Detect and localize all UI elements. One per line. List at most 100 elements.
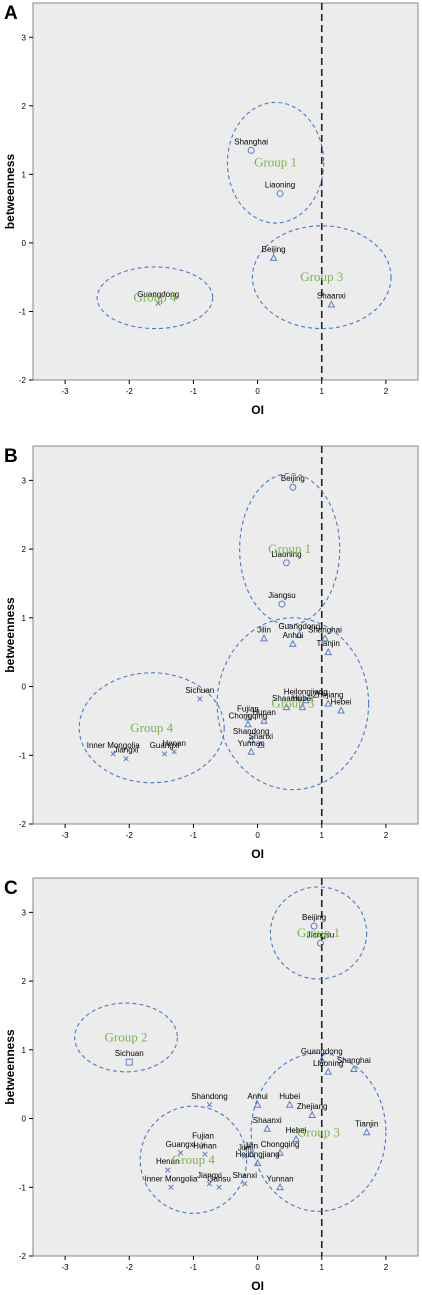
chart-b-point-hebei-label: Hebei <box>331 698 352 707</box>
chart-b-point-beijing <box>289 483 297 491</box>
chart-b-y-axis-title: betweenness <box>3 597 17 673</box>
chart-b-point-henan <box>171 749 177 755</box>
chart-a-ytick-label: -1 <box>19 307 27 316</box>
chart-c-point-anhui <box>253 1100 262 1108</box>
chart-b-group-4-label: Group 4 <box>130 720 173 735</box>
chart-c-point-tianjin-label: Tianjin <box>355 1119 378 1128</box>
chart-c-group-1-ellipse <box>269 886 368 980</box>
chart-a-group-4-ellipse <box>96 266 214 330</box>
chart-c-ytick-label: 3 <box>22 908 27 917</box>
chart-a-point-beijing <box>269 253 278 261</box>
chart-a-group-4-label: Group 4 <box>133 290 176 305</box>
chart-b-point-guangdong <box>295 630 304 638</box>
chart-a-group-3-ellipse <box>251 225 392 330</box>
chart-c-point-hunan-label: Hunan <box>193 1141 217 1150</box>
chart-c-ytick-label: -1 <box>19 1183 27 1192</box>
chart-b-group-3-label: Group 3 <box>271 696 314 711</box>
chart-c-point-henan-label: Henan <box>156 1157 180 1166</box>
chart-a-ytick-label: 3 <box>22 33 27 42</box>
chart-a-ytick-label: 2 <box>22 102 27 111</box>
chart-c-ytick-label: 1 <box>22 1046 27 1055</box>
chart-a-point-shanghai-label: Shanghai <box>234 137 268 146</box>
chart-c-point-inner-mongolia <box>168 1184 174 1190</box>
chart-c-point-fujian-label: Fujian <box>192 1132 214 1141</box>
chart-c-point-hebei-label: Hebei <box>286 1126 307 1135</box>
chart-a-point-guangdong-label: Guangdong <box>137 290 179 299</box>
chart-c-point-sichuan <box>125 1058 133 1066</box>
chart-b-ytick-label: 3 <box>22 476 27 485</box>
chart-c-point-hebei <box>292 1134 300 1143</box>
chart-c-point-shanxi <box>242 1181 248 1187</box>
chart-c-point-chongqing-label: Chongqing <box>261 1140 300 1149</box>
chart-b-xtick-label: -3 <box>62 831 70 840</box>
chart-b-x-axis-title: OI <box>251 847 264 861</box>
chart-b-point-chongqing <box>244 720 252 728</box>
scatter-chart-b: B -2 -1 0 1 2 3 -3 -2 -1 0 1 2 OI betweenness Beijing Li… <box>3 445 419 861</box>
chart-c-xtick-label: 0 <box>255 1263 260 1272</box>
chart-c-point-jiangsu-label: Jiangsu <box>307 930 335 939</box>
chart-c-point-beijing-label: Beijing <box>302 913 326 922</box>
chart-b-point-tianjin-label: Tianjin <box>317 639 340 648</box>
chart-c-point-jilin <box>247 1150 256 1158</box>
chart-b-point-shaanxi-label: Shaanxi <box>272 694 301 703</box>
chart-b-point-tianjin <box>324 647 333 656</box>
chart-b-point-guangxi <box>161 751 168 757</box>
chart-c-point-inner-mongolia-label: Inner Mongolia <box>144 1174 197 1183</box>
chart-c-group-2-label: Group 2 <box>105 1029 148 1044</box>
chart-b-point-liaoning-label: Liaoning <box>271 550 301 559</box>
chart-c-point-yunnan <box>276 1183 284 1191</box>
chart-c-point-heilongjiang <box>253 1158 262 1167</box>
chart-c-point-jiangsu <box>316 939 324 947</box>
chart-b-group-1-ellipse <box>239 472 341 626</box>
chart-b-xtick-label: 2 <box>384 831 389 840</box>
chart-b-ytick-label: -1 <box>19 751 27 760</box>
chart-b-point-jilin-label: Jilin <box>257 625 271 634</box>
chart-a-point-liaoning <box>276 190 284 198</box>
chart-b-xtick-label: -1 <box>190 831 198 840</box>
chart-b-point-anhui <box>289 639 297 647</box>
chart-c-xtick-label: 1 <box>320 1263 325 1272</box>
chart-c-point-hubei-label: Hubei <box>279 1092 300 1101</box>
chart-b-xtick-label: -2 <box>126 831 134 840</box>
chart-c-xtick-label: 2 <box>384 1263 389 1272</box>
chart-b-point-inner-mongolia-label: Inner Mongolia <box>87 741 140 750</box>
chart-c-point-guangdong <box>317 1055 326 1064</box>
chart-b-point-hubei-label: Hubei <box>292 694 313 703</box>
chart-c-point-hubei <box>285 1100 294 1108</box>
chart-b-point-guangxi-label: Guangxi <box>150 741 180 750</box>
chart-b-point-shaanxi <box>282 702 291 711</box>
chart-c-point-shanghai <box>349 1064 358 1072</box>
chart-c-point-zhejiang <box>308 1110 316 1119</box>
chart-c-group-1-label: Group 1 <box>297 925 340 940</box>
chart-b-point-yunnan <box>247 747 256 755</box>
chart-c-point-anhui-label: Anhui <box>247 1092 268 1101</box>
chart-b-point-liaoning <box>282 559 290 567</box>
chart-c-point-jilin-label: Jilin <box>238 1143 252 1152</box>
chart-c-point-shanxi-label: Shanxi <box>233 1171 258 1180</box>
chart-b-xtick-label: 1 <box>320 831 325 840</box>
chart-b-point-hunan <box>260 716 268 724</box>
chart-c-point-tianjin <box>362 1128 371 1136</box>
chart-a-point-guangdong <box>155 300 161 306</box>
chart-c-y-axis-title: betweenness <box>3 1029 17 1105</box>
chart-a-ytick-label: -2 <box>19 376 27 385</box>
chart-b-group-4-ellipse <box>78 672 225 784</box>
chart-b-point-shanghai <box>321 634 329 642</box>
chart-a-point-liaoning-label: Liaoning <box>265 181 295 190</box>
chart-b-point-sichuan <box>197 696 203 702</box>
chart-c-point-beijing <box>310 922 318 930</box>
chart-c-ytick-label: -2 <box>19 1252 27 1261</box>
chart-b-ytick-label: 0 <box>22 683 27 692</box>
chart-a-plot-area <box>32 2 419 381</box>
chart-b-point-jiangxi <box>123 756 129 762</box>
chart-a-xtick-label: 2 <box>384 387 389 396</box>
chart-b-point-zhejiang-label: Zhejiang <box>313 691 344 700</box>
chart-a-point-shanghai <box>247 146 255 154</box>
chart-c-point-shaanxi <box>263 1124 272 1132</box>
chart-c-point-jilin-label: Jilin <box>244 1141 258 1150</box>
chart-b-point-hunan-label: Hunan <box>252 708 276 717</box>
chart-b-point-jiangsu <box>278 600 286 608</box>
chart-c-x-axis-title: OI <box>251 1279 264 1293</box>
chart-c-point-guangdong-label: Guangdong <box>301 1047 343 1056</box>
chart-a-xtick-label: -3 <box>62 387 70 396</box>
